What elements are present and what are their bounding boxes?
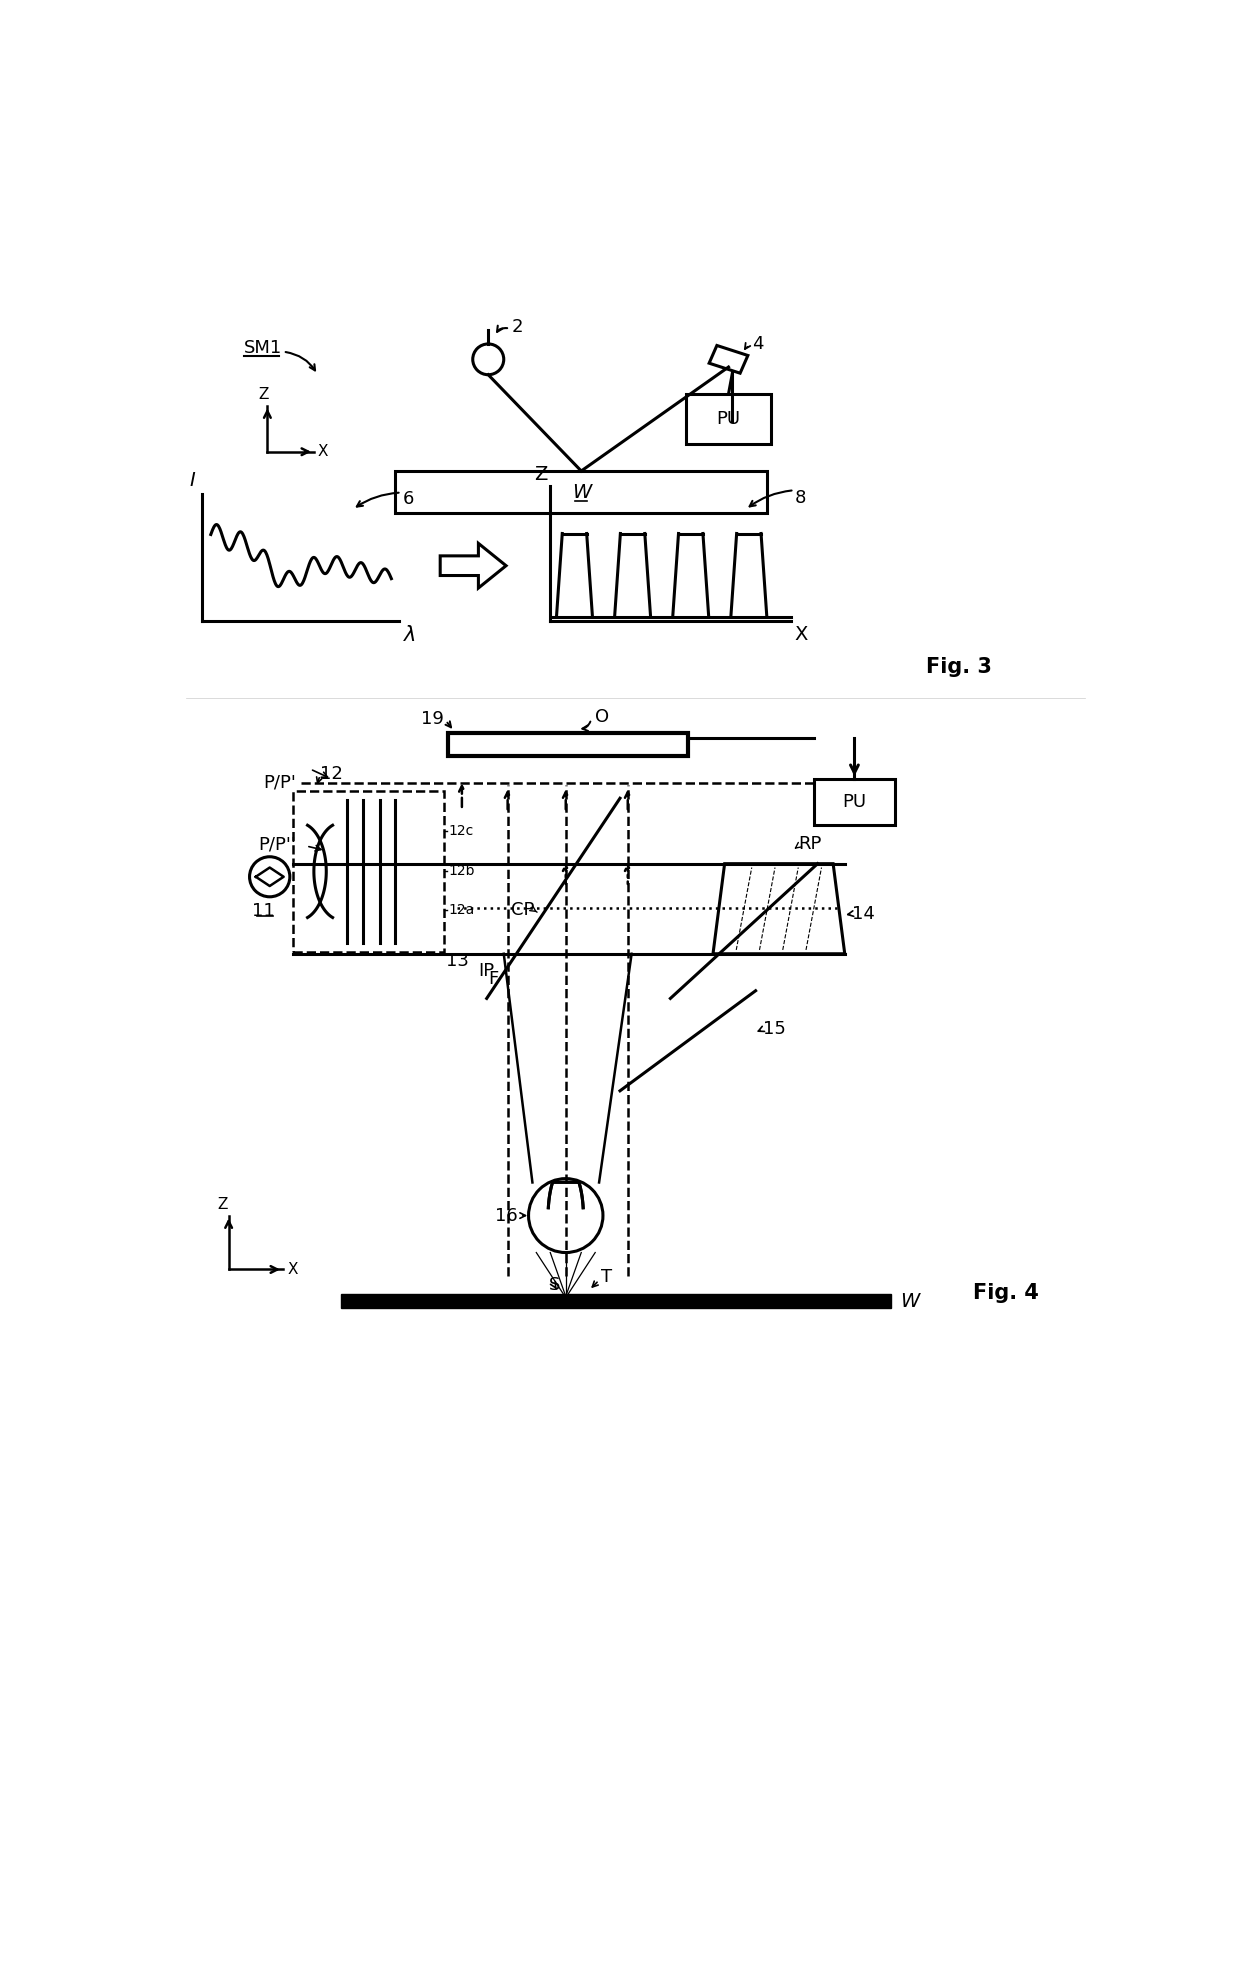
Text: 12: 12 xyxy=(320,765,343,783)
Text: Z: Z xyxy=(258,387,269,401)
Text: T: T xyxy=(600,1268,611,1286)
Text: 12a: 12a xyxy=(448,902,474,916)
Text: $\lambda$: $\lambda$ xyxy=(403,626,417,646)
Text: PU: PU xyxy=(717,409,740,427)
FancyBboxPatch shape xyxy=(396,471,768,513)
Text: 4: 4 xyxy=(751,336,764,354)
Text: P/P'': P/P'' xyxy=(258,835,296,854)
Polygon shape xyxy=(440,542,506,588)
Text: X: X xyxy=(288,1262,298,1278)
Text: I: I xyxy=(190,471,195,491)
Text: 11: 11 xyxy=(252,902,275,920)
Text: S: S xyxy=(549,1276,560,1294)
FancyBboxPatch shape xyxy=(341,1294,892,1307)
Text: 19: 19 xyxy=(422,709,444,727)
Text: IP: IP xyxy=(479,962,495,980)
Text: Fig. 4: Fig. 4 xyxy=(972,1282,1039,1303)
Text: 16: 16 xyxy=(495,1206,518,1224)
FancyBboxPatch shape xyxy=(813,779,895,825)
FancyBboxPatch shape xyxy=(686,393,771,443)
Text: CP: CP xyxy=(511,900,534,918)
FancyBboxPatch shape xyxy=(293,791,444,952)
Text: 14: 14 xyxy=(853,904,875,922)
Text: 15: 15 xyxy=(764,1019,786,1039)
Text: 12b: 12b xyxy=(448,864,475,878)
FancyBboxPatch shape xyxy=(448,733,688,755)
Text: 12c: 12c xyxy=(448,823,474,839)
Text: X: X xyxy=(795,626,807,644)
Text: W: W xyxy=(572,483,591,501)
Text: 8: 8 xyxy=(795,489,806,507)
Text: 2: 2 xyxy=(511,318,523,336)
Polygon shape xyxy=(713,864,844,954)
Text: Z: Z xyxy=(217,1196,228,1212)
Text: P/P': P/P' xyxy=(263,773,296,793)
Polygon shape xyxy=(709,346,748,374)
Text: Z: Z xyxy=(534,465,548,485)
Text: PU: PU xyxy=(842,793,867,811)
Text: Fig. 3: Fig. 3 xyxy=(926,658,992,678)
Text: RP: RP xyxy=(799,835,822,854)
Text: W: W xyxy=(900,1292,920,1311)
Text: 13: 13 xyxy=(446,952,469,970)
Text: O: O xyxy=(595,709,609,727)
Text: X: X xyxy=(317,445,329,459)
Text: 6: 6 xyxy=(403,491,414,509)
Text: F: F xyxy=(489,970,498,988)
Text: SM1: SM1 xyxy=(244,338,283,358)
